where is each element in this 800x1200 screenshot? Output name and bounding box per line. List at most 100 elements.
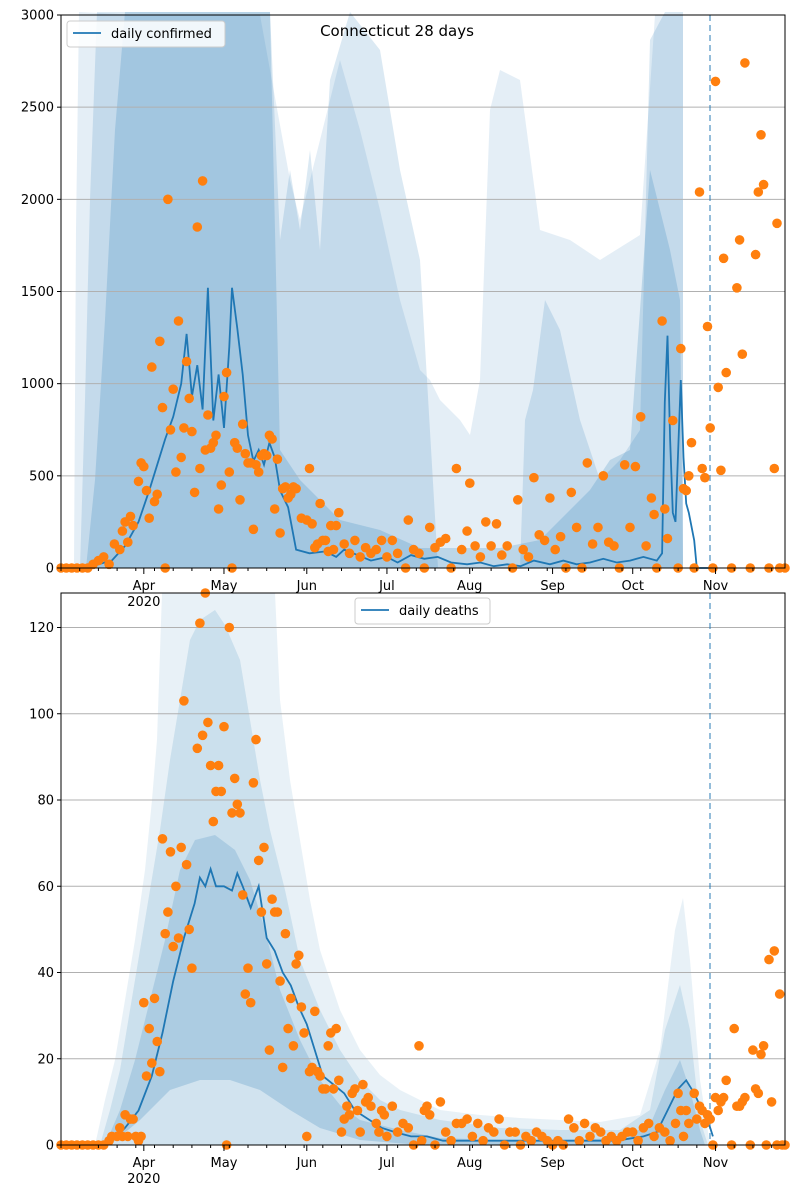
confirmed-observed-point — [424, 522, 435, 533]
confirmed-observed-point — [732, 283, 742, 293]
deaths-observed-point — [240, 989, 251, 999]
confirmed-observed-point — [662, 533, 673, 544]
deaths-observed-point — [729, 1023, 739, 1034]
deaths-observed-point — [219, 721, 229, 732]
confirmed-observed-point — [221, 367, 232, 378]
confirmed-observed-point — [187, 426, 197, 437]
confirmed-observed-point — [713, 382, 723, 393]
confirmed-observed-point — [240, 448, 251, 459]
deaths-observed-point — [296, 1002, 307, 1012]
deaths-observed-point — [756, 1049, 766, 1060]
deaths-observed-point — [342, 1101, 352, 1111]
confirmed-observed-point — [619, 460, 630, 470]
confirmed-observed-point — [211, 430, 221, 441]
deaths-y-tick-label: 40 — [37, 966, 54, 981]
confirmed-observed-point — [630, 461, 641, 472]
deaths-observed-point — [328, 1084, 339, 1094]
confirmed-observed-point — [115, 544, 125, 555]
deaths-panel: 0 20 40 60 80 100 120 Apr May Jun Jul Aug Sep Oct Nov… — [29, 588, 790, 1187]
deaths-observed-point — [416, 1135, 427, 1146]
deaths-observed-point — [248, 778, 259, 788]
deaths-observed-point — [275, 976, 285, 986]
deaths-observed-point — [163, 907, 173, 917]
deaths-observed-point — [179, 696, 189, 706]
confirmed-observed-point — [681, 485, 691, 496]
confirmed-observed-point — [344, 548, 355, 559]
deaths-observed-point — [302, 1131, 312, 1142]
deaths-observed-point — [489, 1127, 499, 1137]
deaths-observed-point — [176, 842, 186, 853]
confirmed-observed-point — [334, 507, 344, 518]
deaths-observed-point — [363, 1092, 374, 1103]
confirmed-observed-point — [280, 482, 291, 492]
deaths-observed-point — [192, 743, 203, 754]
deaths-observed-point — [366, 1101, 376, 1111]
deaths-observed-point — [753, 1088, 764, 1099]
confirmed-observed-point — [219, 391, 229, 402]
confirmed-y-tick-label: 1000 — [21, 377, 54, 392]
confirmed-observed-point — [702, 321, 713, 332]
confirmed-observed-point — [587, 539, 598, 549]
deaths-x-tick-label: Jul — [378, 1156, 395, 1171]
confirmed-observed-point — [171, 467, 181, 477]
confirmed-observed-point — [133, 476, 144, 487]
deaths-observed-point — [205, 760, 216, 771]
confirmed-observed-point — [686, 437, 697, 448]
confirmed-y-tick-label: 500 — [29, 469, 54, 484]
deaths-observed-point — [224, 622, 235, 633]
deaths-x-tick-label: Apr — [133, 1156, 156, 1171]
deaths-observed-point — [692, 1114, 702, 1124]
deaths-observed-point — [713, 1105, 723, 1116]
deaths-x-tick-label: Sep — [540, 1156, 565, 1171]
deaths-observed-point — [267, 894, 277, 904]
deaths-x-year-label: 2020 — [127, 1172, 160, 1187]
confirmed-observed-point — [192, 222, 203, 232]
deaths-observed-point — [387, 1101, 398, 1111]
deaths-observed-point — [705, 1114, 715, 1124]
deaths-observed-point — [323, 1041, 334, 1051]
confirmed-observed-point — [475, 552, 486, 562]
confirmed-observed-point — [253, 467, 264, 477]
confirmed-observed-point — [756, 130, 766, 140]
confirmed-observed-point — [261, 450, 272, 461]
confirmed-observed-point — [502, 541, 512, 551]
confirmed-observed-point — [232, 443, 243, 454]
confirmed-observed-point — [625, 522, 635, 533]
deaths-observed-point — [422, 1101, 432, 1111]
deaths-legend-label: daily deaths — [399, 604, 479, 619]
confirmed-observed-point — [593, 522, 603, 533]
deaths-observed-point — [229, 773, 240, 784]
deaths-observed-point — [721, 1075, 731, 1086]
confirmed-observed-point — [710, 76, 721, 87]
confirmed-y-tick-label: 2500 — [21, 101, 54, 116]
confirmed-observed-point — [98, 552, 109, 562]
deaths-observed-point — [494, 1114, 504, 1124]
deaths-observed-point — [371, 1118, 382, 1129]
deaths-observed-point — [213, 760, 224, 771]
confirmed-x-tick-label: Aug — [457, 579, 482, 594]
confirmed-observed-point — [758, 179, 769, 190]
confirmed-observed-point — [387, 535, 398, 546]
confirmed-observed-point — [208, 437, 219, 448]
confirmed-observed-point — [403, 515, 414, 525]
confirmed-observed-point — [203, 410, 213, 420]
deaths-x-tick-label: Nov — [703, 1156, 729, 1171]
confirmed-observed-point — [414, 548, 424, 559]
deaths-observed-point — [585, 1131, 595, 1142]
deaths-observed-point — [256, 907, 267, 917]
confirmed-observed-point — [649, 509, 659, 520]
confirmed-x-tick-label: Sep — [540, 579, 565, 594]
confirmed-observed-point — [456, 544, 467, 555]
confirmed-observed-point — [718, 253, 729, 264]
confirmed-observed-point — [157, 402, 168, 413]
confirmed-observed-point — [224, 467, 235, 477]
confirmed-observed-point — [582, 458, 593, 468]
deaths-observed-point — [144, 1023, 154, 1034]
deaths-y-tick-label: 60 — [37, 880, 54, 895]
confirmed-observed-point — [646, 493, 657, 503]
deaths-observed-point — [462, 1114, 472, 1124]
confirmed-observed-point — [737, 349, 748, 360]
confirmed-observed-point — [609, 541, 619, 551]
confirmed-x-tick-label: Nov — [703, 579, 729, 594]
deaths-observed-point — [473, 1118, 483, 1129]
